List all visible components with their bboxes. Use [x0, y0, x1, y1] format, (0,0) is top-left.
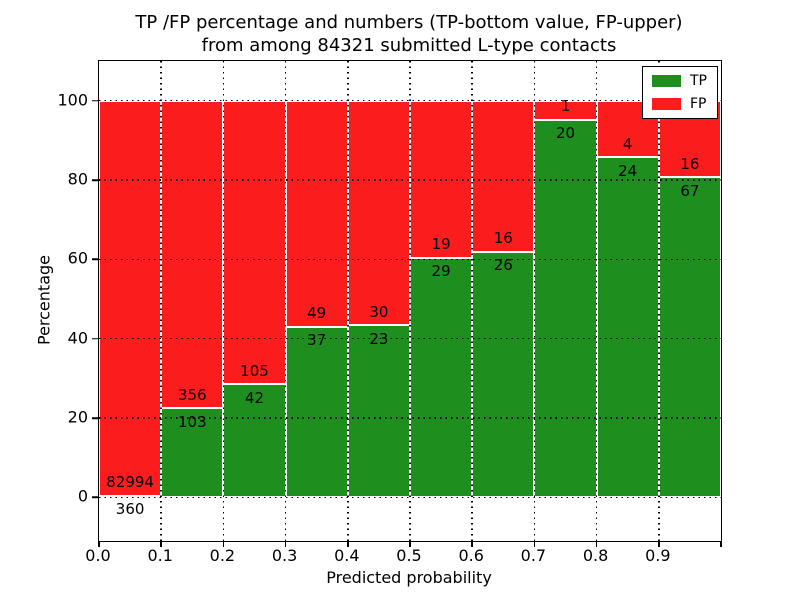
x-tick-label: 0.1 [147, 546, 173, 565]
bar-label-fp: 16 [493, 229, 513, 248]
x-tick-mark [409, 541, 411, 547]
x-axis-label: Predicted probability [326, 568, 492, 587]
x-tick-mark [658, 541, 660, 547]
bar-label-fp: 356 [177, 385, 207, 404]
x-tick-mark [720, 541, 722, 547]
x-tick-mark [222, 541, 225, 547]
chart-title: TP /FP percentage and numbers (TP-bottom… [98, 11, 720, 57]
gridline-vertical [409, 61, 411, 541]
bar-label-tp: 26 [493, 256, 513, 275]
gridline-vertical [347, 61, 349, 541]
bar-annotations-layer: 82994 360 356 103 105 42 49 37 30 23 19 29 16 26 1 20 4 2… [99, 61, 721, 541]
y-tick-label: 0 [77, 486, 88, 506]
bar-segment-tp [534, 119, 597, 498]
bar-segment-fp [410, 100, 473, 258]
y-tick-label: 20 [67, 407, 88, 427]
bar-label-tp: 103 [177, 412, 207, 431]
bar-label-tp: 20 [555, 124, 576, 143]
bar-label-tp: 24 [618, 161, 638, 180]
x-tick-label: 0.0 [85, 546, 111, 565]
fp-swatch [652, 98, 681, 110]
bar-segment-tp [347, 325, 410, 498]
bar-label-fp: 16 [680, 154, 700, 173]
x-tick-mark [98, 541, 100, 547]
plot-area: 82994 360 356 103 105 42 49 37 30 23 19 29 16 26 1 20 4 2… [91, 60, 722, 547]
bar-label-fp: 30 [369, 302, 389, 321]
bar-label-tp: 29 [431, 262, 451, 281]
gridline-vertical [471, 61, 473, 541]
x-tick-label: 0.7 [520, 546, 547, 565]
legend-item-label: FP [690, 96, 707, 112]
y-tick-mark [91, 337, 98, 340]
bar-label-tp: 37 [307, 331, 327, 350]
bar-label-fp: 49 [307, 304, 327, 323]
bar-segment-tp [658, 177, 721, 498]
x-tick-label: 0.2 [209, 546, 236, 565]
x-tick-label: 0.8 [582, 546, 609, 565]
bar-label-tp: 42 [244, 388, 265, 407]
legend-item: TP [652, 73, 707, 89]
bar-segment-fp [285, 100, 348, 327]
x-tick-mark [595, 541, 598, 547]
x-tick-mark [533, 541, 536, 547]
y-tick-mark [91, 496, 98, 499]
x-tick-mark [347, 541, 349, 547]
y-tick-mark [91, 179, 98, 181]
x-tick-label: 0.3 [271, 546, 298, 565]
bar-label-fp: 105 [240, 361, 269, 380]
gridline-vertical [222, 61, 225, 541]
y-tick-mark [91, 258, 98, 261]
grid-layer [91, 61, 722, 547]
y-tick-label: 60 [67, 248, 88, 268]
x-tick-label: 0.9 [645, 546, 671, 565]
bar-segment-fp [472, 100, 535, 252]
bar-label-fp: 4 [622, 134, 633, 153]
bars-layer [99, 61, 721, 541]
x-tick-label: 0.6 [458, 546, 484, 565]
y-tick-label: 40 [67, 328, 88, 348]
gridline-vertical [658, 61, 660, 541]
y-axis-label: Percentage [34, 254, 54, 346]
bar-label-fp: 1 [560, 97, 571, 116]
x-tick-mark [160, 541, 162, 547]
gridline-vertical [533, 61, 536, 541]
x-tick-mark [284, 541, 287, 547]
x-tick-label: 0.5 [396, 546, 422, 565]
gridline-vertical [595, 61, 598, 541]
legend-item: FP [652, 96, 707, 112]
x-tick-mark [471, 541, 473, 547]
bar-label-tp: 67 [680, 181, 700, 200]
bar-segment-tp [285, 326, 348, 498]
chart-title-line1: TP /FP percentage and numbers (TP-bottom… [135, 12, 683, 33]
bar-segment-fp [347, 100, 410, 326]
legend: TP FP [642, 66, 718, 119]
legend-item-label: TP [690, 73, 707, 89]
bar-label-fp: 82994 [106, 473, 154, 492]
gridline-vertical [160, 61, 162, 541]
chart-title-line2: from among 84321 submitted L-type contac… [201, 35, 617, 56]
y-tick-label: 100 [57, 90, 88, 110]
gridline-vertical [284, 61, 287, 541]
x-tick-label: 0.4 [334, 546, 360, 565]
bar-label-tp: 23 [369, 329, 389, 348]
tp-swatch [652, 75, 681, 87]
bar-label-fp: 19 [431, 235, 451, 254]
y-tick-mark [91, 99, 98, 102]
y-tick-label: 80 [67, 169, 88, 189]
y-tick-mark [91, 417, 98, 419]
bar-label-tp: 360 [115, 500, 145, 519]
